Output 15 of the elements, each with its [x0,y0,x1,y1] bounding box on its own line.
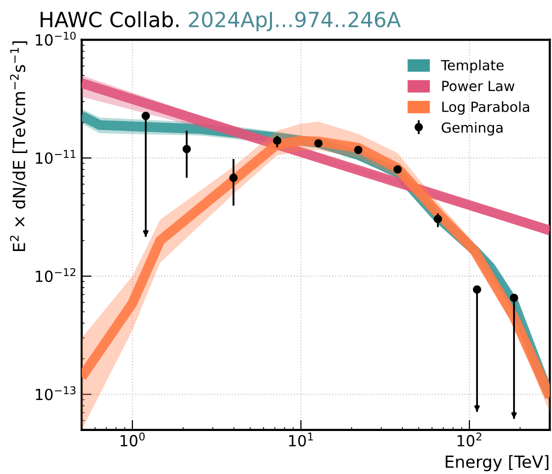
y-tick-label: 10$^{−10}$ [36,32,76,46]
legend-label: Geminga [442,122,503,136]
x-tick-label: 10$^{1}$ [289,432,313,446]
x-axis-title: Energy [TeV] [446,455,548,472]
legend-label: Power Law [442,80,514,92]
y-axis-title: E$^{2}$ × dN/dE [TeVcm$^{−2}$s$^{−1}$] [10,41,28,252]
y-tick-label: 10$^{−12}$ [36,268,76,282]
legend-label: Template [440,60,504,74]
chart-title: HAWC Collab. [40,11,178,28]
x-tick-label: 10$^{0}$ [120,432,145,446]
y-tick-label: 10$^{−11}$ [36,150,76,164]
chart-subtitle: 2024ApJ...974..246A [188,12,401,32]
legend-label: Log Parabola [442,101,530,115]
x-tick-label: 10$^{2}$ [458,432,482,446]
y-tick-label: 10$^{−13}$ [36,386,76,400]
